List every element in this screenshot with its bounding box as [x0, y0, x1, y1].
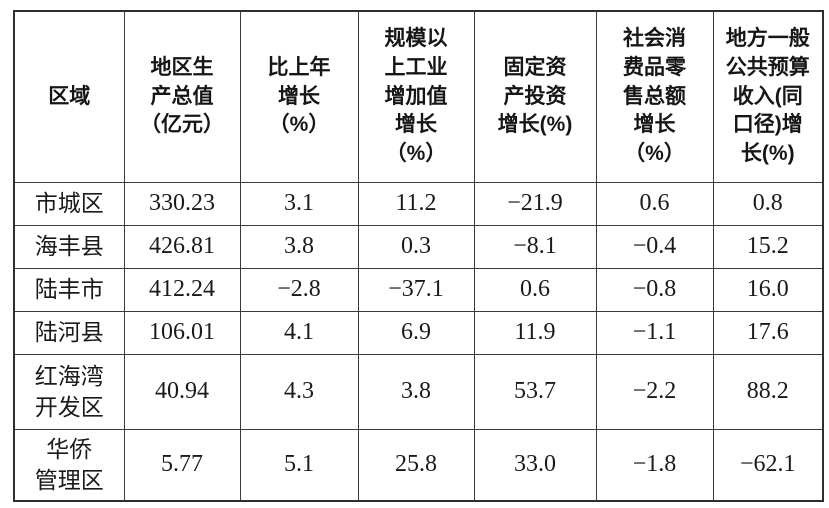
value-cell: −0.4 — [595, 225, 714, 269]
value-cell: 0.6 — [595, 182, 714, 226]
region-cell: 华侨 管理区 — [13, 429, 125, 501]
value-cell: 330.23 — [123, 182, 241, 226]
value-cell: 5.77 — [123, 429, 241, 501]
header-fixed-asset-investment: 固定资 产投资 增长(%) — [473, 10, 597, 183]
value-cell: −2.8 — [239, 268, 359, 312]
region-cell: 海丰县 — [13, 225, 125, 269]
value-cell: 33.0 — [473, 429, 597, 501]
header-budget-revenue-growth: 地方一般 公共预算 收入(同 口径)增 长(%) — [712, 10, 824, 183]
value-cell: 4.3 — [239, 354, 359, 430]
region-cell: 陆丰市 — [13, 268, 125, 312]
value-cell: 4.1 — [239, 311, 359, 355]
value-cell: 0.6 — [473, 268, 597, 312]
table-row: 红海湾 开发区 40.94 4.3 3.8 53.7 −2.2 88.2 — [13, 354, 824, 430]
header-retail-sales-growth: 社会消 费品零 售总额 增长 （%） — [595, 10, 714, 183]
value-cell: −1.1 — [595, 311, 714, 355]
value-cell: 0.8 — [712, 182, 824, 226]
table-row: 市城区 330.23 3.1 11.2 −21.9 0.6 0.8 — [13, 182, 824, 226]
region-cell: 市城区 — [13, 182, 125, 226]
value-cell: −0.8 — [595, 268, 714, 312]
value-cell: 426.81 — [123, 225, 241, 269]
table-row: 陆丰市 412.24 −2.8 −37.1 0.6 −0.8 16.0 — [13, 268, 824, 312]
value-cell: 412.24 — [123, 268, 241, 312]
value-cell: 16.0 — [712, 268, 824, 312]
value-cell: 3.8 — [357, 354, 475, 430]
value-cell: −21.9 — [473, 182, 597, 226]
value-cell: 88.2 — [712, 354, 824, 430]
header-gdp: 地区生 产总值 （亿元） — [123, 10, 241, 183]
value-cell: −1.8 — [595, 429, 714, 501]
value-cell: 25.8 — [357, 429, 475, 501]
value-cell: −62.1 — [712, 429, 824, 501]
table-row: 海丰县 426.81 3.8 0.3 −8.1 −0.4 15.2 — [13, 225, 824, 269]
region-cell: 红海湾 开发区 — [13, 354, 125, 430]
table-row: 华侨 管理区 5.77 5.1 25.8 33.0 −1.8 −62.1 — [13, 429, 824, 501]
regional-stats-table: 区域 地区生 产总值 （亿元） 比上年 增长 （%） 规模以 上工业 增加值 增… — [13, 10, 824, 502]
value-cell: 3.1 — [239, 182, 359, 226]
value-cell: −37.1 — [357, 268, 475, 312]
header-region: 区域 — [13, 10, 125, 183]
header-row: 区域 地区生 产总值 （亿元） 比上年 增长 （%） 规模以 上工业 增加值 增… — [13, 10, 824, 183]
region-cell: 陆河县 — [13, 311, 125, 355]
value-cell: −2.2 — [595, 354, 714, 430]
value-cell: 106.01 — [123, 311, 241, 355]
header-yoy-growth: 比上年 增长 （%） — [239, 10, 359, 183]
value-cell: −8.1 — [473, 225, 597, 269]
value-cell: 0.3 — [357, 225, 475, 269]
value-cell: 40.94 — [123, 354, 241, 430]
value-cell: 11.2 — [357, 182, 475, 226]
value-cell: 6.9 — [357, 311, 475, 355]
header-industrial-growth: 规模以 上工业 增加值 增长 （%） — [357, 10, 475, 183]
value-cell: 11.9 — [473, 311, 597, 355]
table-row: 陆河县 106.01 4.1 6.9 11.9 −1.1 17.6 — [13, 311, 824, 355]
value-cell: 3.8 — [239, 225, 359, 269]
value-cell: 17.6 — [712, 311, 824, 355]
value-cell: 15.2 — [712, 225, 824, 269]
value-cell: 5.1 — [239, 429, 359, 501]
value-cell: 53.7 — [473, 354, 597, 430]
